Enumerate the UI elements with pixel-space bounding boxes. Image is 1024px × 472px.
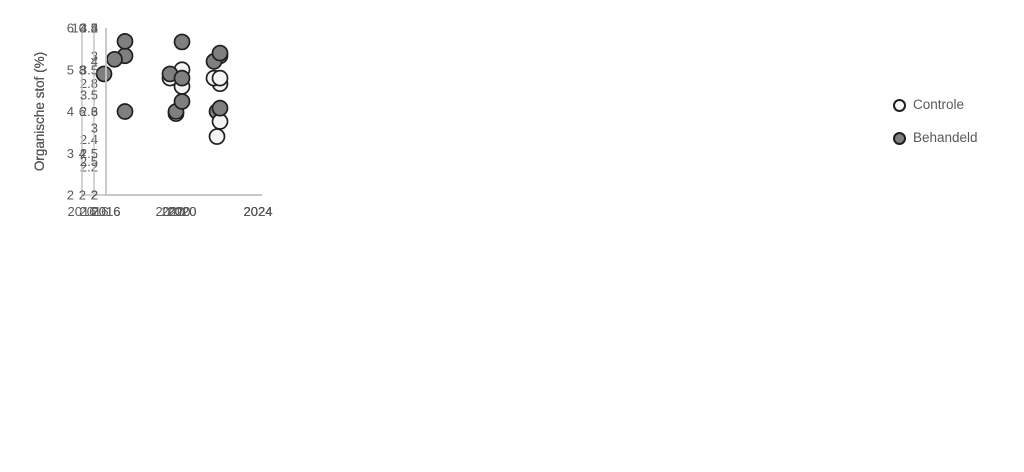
legend-item-controle: Controle: [893, 96, 978, 114]
y-axis-title: Organische stof (%): [32, 52, 47, 171]
data-point-behandeld: [173, 33, 191, 51]
y-tick-label: 3.5: [80, 87, 98, 102]
y-axis-title: Organische stof (%): [32, 52, 47, 171]
y-axis-title: Organische stof (%): [32, 52, 47, 171]
x-tick-label: 2024: [244, 204, 273, 219]
data-point-behandeld: [116, 103, 134, 120]
behandeld-filled-circle-icon: [893, 131, 906, 145]
y-tick-label: 2: [79, 188, 86, 203]
x-tick-label: 2024: [244, 204, 273, 219]
legend: Controle Behandeld: [893, 96, 978, 147]
data-point-behandeld: [106, 50, 123, 68]
y-tick-label: 6: [67, 21, 74, 36]
legend-label-controle: Controle: [913, 97, 965, 112]
controle-open-circle-icon: [893, 98, 906, 112]
scatter-chart-bottom-left: 2 2.5 3 3.5 4 4.5 2016 2020 2024 Organische stof …: [0, 0, 300, 232]
x-tick-label: 2020: [168, 204, 197, 219]
x-tick-label: 2020: [168, 204, 197, 219]
scatter-chart-bottom-middle: 2 2.5 3 3.5 4 2016 2020 2024 Organische stof (%): [0, 0, 300, 232]
y-tick-label: 2.5: [80, 154, 98, 169]
y-tick-label: 4: [79, 146, 86, 161]
x-tick-label: 2016: [92, 204, 121, 219]
x-tick-label: 2020: [162, 204, 191, 219]
y-tick-label: 2.5: [80, 146, 98, 161]
y-tick-label: 2: [91, 188, 98, 203]
y-tick-label: 10: [72, 21, 86, 36]
y-axis-title: Organische stof (%): [32, 52, 47, 171]
x-tick-label: 2016: [80, 204, 109, 219]
x-tick-label: 2016: [92, 204, 121, 219]
x-tick-label: 2024: [244, 204, 273, 219]
x-tick-label: 2016: [92, 204, 121, 219]
y-tick-label: 6: [79, 104, 86, 119]
y-tick-label: 4: [67, 104, 74, 119]
data-point-behandeld: [95, 65, 113, 83]
x-tick-label: 2024: [244, 204, 273, 219]
y-tick-label: 3.5: [80, 62, 98, 77]
y-tick-label: 2: [67, 188, 74, 203]
y-tick-label: 3: [91, 104, 98, 119]
data-point-behandeld: [173, 69, 191, 87]
x-tick-label: 2024: [244, 204, 273, 219]
x-tick-label: 2020: [156, 204, 185, 219]
data-point-controle: [211, 69, 229, 87]
y-tick-label: 3: [91, 121, 98, 136]
legend-item-behandeld: Behandeld: [893, 129, 978, 147]
y-axis-title: Organische stof (%): [32, 52, 47, 171]
data-point-behandeld: [211, 44, 229, 62]
scatter-chart-top-left: 2 2.2 2.4 2.6 2.8 3 3.2 2016 2020 2024 Organische …: [0, 0, 300, 232]
axis-lines: [105, 28, 262, 196]
y-tick-label: 4: [91, 54, 98, 69]
y-tick-label: 8: [79, 62, 86, 77]
y-tick-label: 4: [91, 21, 98, 36]
scatter-chart-top-right: 2 4 6 8 10 2016 2020 2024 Organische stof (%): [0, 0, 300, 232]
y-tick-label: 2: [91, 188, 98, 203]
data-point-behandeld: [211, 99, 229, 117]
y-tick-label: 4.5: [80, 21, 98, 36]
x-tick-label: 2020: [168, 204, 197, 219]
legend-label-behandeld: Behandeld: [913, 130, 978, 145]
y-tick-label: 5: [67, 62, 74, 77]
x-tick-label: 2016: [68, 204, 97, 219]
data-point-behandeld: [116, 33, 134, 50]
y-tick-label: 3: [67, 146, 74, 161]
